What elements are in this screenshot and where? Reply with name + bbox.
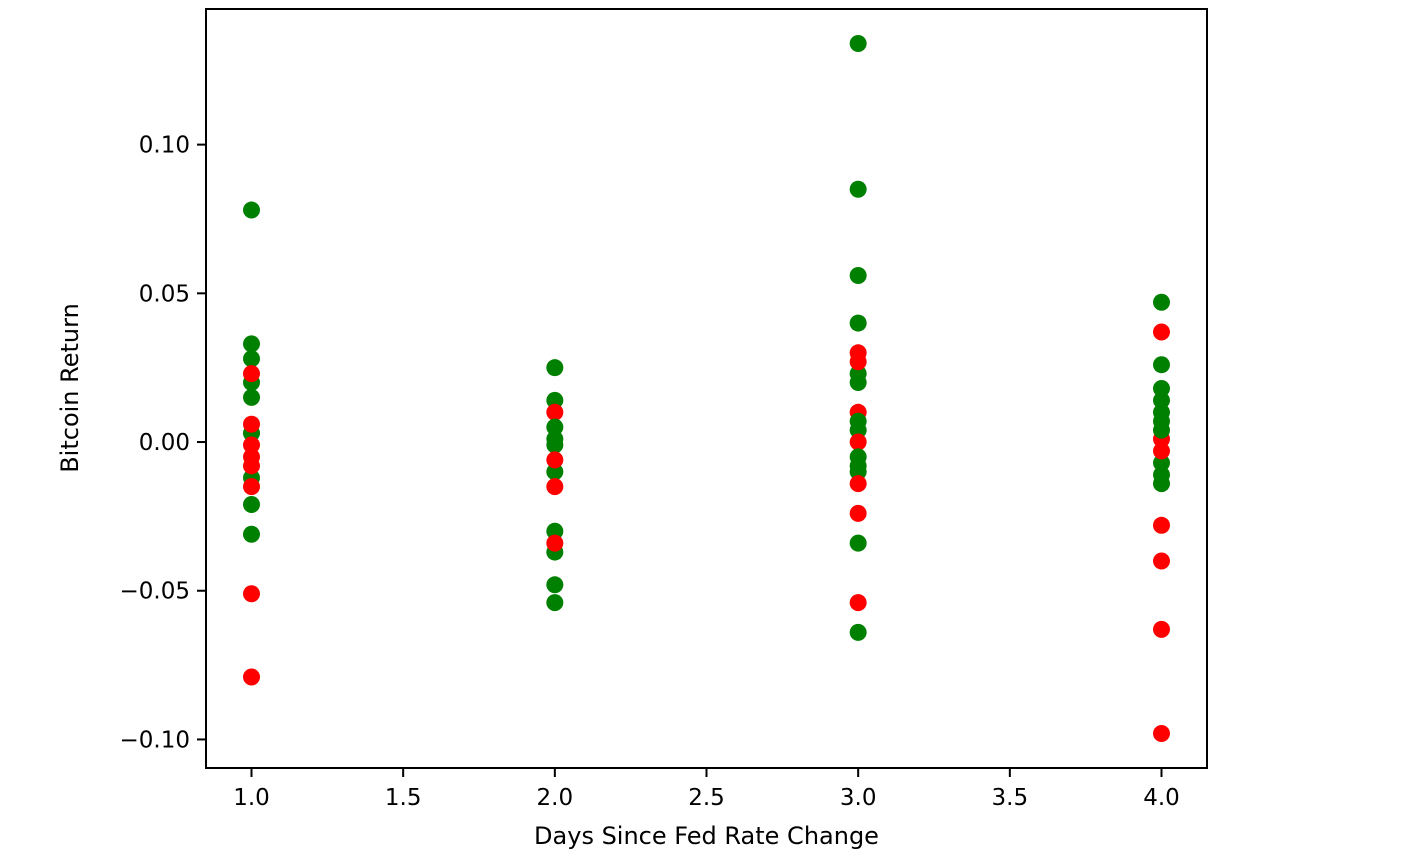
data-point-green [243, 525, 260, 543]
y-axis-label: Bitcoin Return [56, 303, 84, 473]
x-tick-label: 1.5 [385, 785, 422, 811]
data-point-green [849, 463, 867, 481]
data-point-green [1153, 293, 1170, 311]
data-point-red [243, 668, 260, 686]
data-point-green [849, 421, 867, 439]
data-point-red [849, 433, 867, 451]
axes-spines [205, 8, 1208, 769]
y-tick-label: −0.05 [120, 579, 190, 605]
data-point-green [546, 436, 564, 454]
data-point-red [1153, 516, 1170, 534]
data-point-green [546, 391, 564, 409]
data-point-red [849, 504, 867, 522]
data-point-green [849, 314, 867, 332]
x-tick-label: 2.0 [537, 785, 574, 811]
data-point-green [849, 374, 867, 392]
data-point-green [849, 623, 867, 641]
x-tick-label: 3.0 [840, 785, 877, 811]
y-tick-label: 0.00 [139, 430, 190, 456]
data-point-green [546, 576, 564, 594]
x-axis-label: Days Since Fed Rate Change [534, 822, 879, 850]
data-point-green [546, 594, 564, 612]
data-point-red [849, 353, 867, 371]
data-point-red [243, 365, 260, 383]
x-tick-label: 1.0 [233, 785, 270, 811]
data-point-red [1153, 552, 1170, 570]
x-tick-label: 2.5 [688, 785, 725, 811]
data-point-green [1153, 380, 1170, 397]
data-point-red [546, 478, 564, 496]
data-point-green [849, 35, 867, 52]
data-point-red [1153, 620, 1170, 638]
y-tick-label: 0.05 [139, 281, 190, 307]
data-point-green [546, 522, 564, 540]
data-point-green [1153, 391, 1170, 409]
data-point-green [1153, 356, 1170, 374]
data-point-green [1153, 454, 1170, 472]
data-point-green [546, 359, 564, 377]
data-point-green [243, 495, 260, 513]
data-point-green [849, 266, 867, 284]
data-point-green [243, 335, 260, 353]
data-point-red [1153, 442, 1170, 460]
x-tick-label: 4.0 [1143, 785, 1180, 811]
data-point-red [1153, 323, 1170, 341]
y-tick-label: 0.10 [139, 133, 190, 159]
data-point-green [1153, 475, 1170, 493]
data-point-red [1153, 725, 1170, 742]
data-point-red [546, 451, 564, 469]
data-point-green [243, 350, 260, 368]
y-tick-label: −0.10 [120, 727, 190, 753]
data-point-green [849, 180, 867, 198]
data-point-green [243, 388, 260, 406]
data-point-red [546, 403, 564, 421]
data-point-green [1153, 421, 1170, 439]
data-point-green [849, 534, 867, 552]
data-point-red [243, 415, 260, 433]
data-point-green [546, 463, 564, 481]
data-point-green [243, 201, 260, 219]
data-point-red [243, 585, 260, 603]
x-tick-label: 3.5 [992, 785, 1029, 811]
data-point-red [849, 475, 867, 493]
data-point-red [243, 478, 260, 496]
data-point-red [849, 594, 867, 612]
data-point-red [243, 436, 260, 454]
data-point-red [546, 534, 564, 552]
data-point-red [243, 457, 260, 475]
data-point-green [546, 418, 564, 436]
